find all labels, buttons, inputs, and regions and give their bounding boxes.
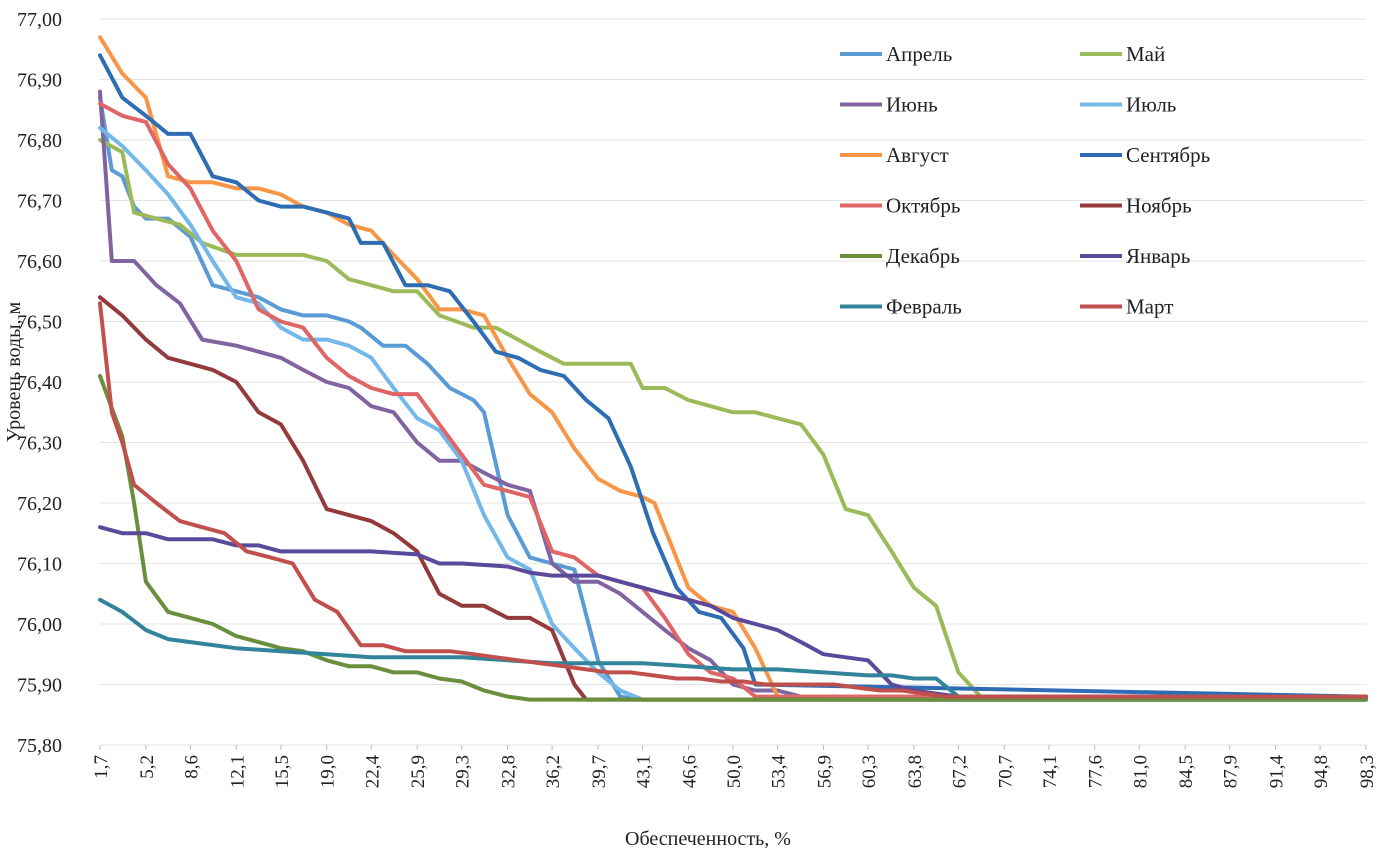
x-axis-ticks: 1,7 5,2 8,6 12,1 15,5 19,0 22,4 25,9 29,3 32,8 36,… <box>91 745 1378 788</box>
x-tick-label: 84,5 <box>1176 755 1197 788</box>
legend-label: Октябрь <box>886 194 960 218</box>
x-tick-label: 46,6 <box>679 755 700 788</box>
legend: Апрель Май Июнь Июль Август Сентябрь Октябрь Но… <box>840 42 1210 319</box>
legend-item: Май <box>1080 42 1165 66</box>
legend-item: Декабрь <box>840 244 960 268</box>
legend-item: Октябрь <box>840 194 960 218</box>
y-tick-label: 75,90 <box>17 675 62 697</box>
x-tick-label: 87,9 <box>1221 755 1242 788</box>
x-tick-label: 50,0 <box>724 755 745 788</box>
x-tick-label: 12,1 <box>227 755 248 788</box>
legend-item: Апрель <box>840 42 952 66</box>
y-tick-label: 75,80 <box>17 735 62 757</box>
series-line-12 <box>98 301 1368 699</box>
y-tick-label: 76,60 <box>17 251 62 273</box>
x-tick-label: 74,1 <box>1040 755 1061 788</box>
series-line-6 <box>98 53 1368 699</box>
legend-label: Январь <box>1126 244 1190 268</box>
x-tick-label: 1,7 <box>91 755 112 779</box>
x-tick-label: 22,4 <box>362 755 383 789</box>
y-tick-label: 76,50 <box>17 312 62 334</box>
y-axis-ticks: 75,80 75,90 76,00 76,10 76,20 76,30 76,40 76,50… <box>17 9 62 757</box>
series-line-7 <box>98 101 1368 699</box>
y-tick-label: 76,90 <box>17 70 62 92</box>
y-tick-label: 76,00 <box>17 614 62 636</box>
y-tick-label: 76,30 <box>17 433 62 455</box>
y-tick-label: 76,40 <box>17 372 62 394</box>
x-tick-label: 25,9 <box>408 755 429 788</box>
x-tick-label: 29,3 <box>453 755 474 788</box>
legend-label: Август <box>886 143 949 167</box>
legend-label: Март <box>1126 295 1173 319</box>
x-tick-label: 63,8 <box>905 755 926 788</box>
x-tick-label: 94,8 <box>1311 755 1332 788</box>
x-tick-label: 19,0 <box>318 755 339 788</box>
x-tick-label: 70,7 <box>995 755 1016 788</box>
series-lines <box>98 35 1368 702</box>
x-tick-label: 43,1 <box>634 755 655 788</box>
x-tick-label: 81,0 <box>1130 755 1151 788</box>
legend-item: Март <box>1080 295 1173 319</box>
legend-label: Декабрь <box>886 244 960 268</box>
legend-item: Январь <box>1080 244 1190 268</box>
series-line-5 <box>98 35 1368 699</box>
x-tick-label: 15,5 <box>272 755 293 788</box>
legend-label: Апрель <box>886 42 952 66</box>
series-line-10 <box>98 525 1368 699</box>
legend-item: Февраль <box>840 295 962 319</box>
y-tick-label: 76,20 <box>17 493 62 515</box>
legend-item: Июнь <box>840 93 938 117</box>
x-tick-label: 8,6 <box>181 755 202 779</box>
legend-label: Сентябрь <box>1126 143 1210 167</box>
series-line-8 <box>98 295 1368 702</box>
legend-label: Ноябрь <box>1126 194 1192 218</box>
legend-label: Май <box>1126 42 1165 66</box>
legend-label: Июль <box>1126 93 1176 117</box>
y-tick-label: 76,70 <box>17 191 62 213</box>
x-tick-label: 53,4 <box>769 755 790 789</box>
legend-item: Ноябрь <box>1080 194 1192 218</box>
legend-item: Сентябрь <box>1080 143 1210 167</box>
x-tick-label: 5,2 <box>137 755 158 779</box>
y-tick-label: 77,00 <box>17 9 62 31</box>
legend-label: Февраль <box>886 295 962 319</box>
series-line-3 <box>98 89 1368 702</box>
y-tick-label: 76,10 <box>17 554 62 576</box>
x-tick-label: 91,4 <box>1267 755 1288 789</box>
x-tick-label: 32,8 <box>499 755 520 788</box>
legend-item: Август <box>840 143 949 167</box>
legend-item: Июль <box>1080 93 1176 117</box>
series-line-2 <box>98 138 1368 699</box>
x-tick-label: 67,2 <box>949 755 970 788</box>
x-tick-label: 77,6 <box>1086 755 1107 788</box>
gridlines <box>100 18 1366 746</box>
x-tick-label: 56,9 <box>814 755 835 788</box>
x-tick-label: 98,3 <box>1357 755 1378 788</box>
series-line-1 <box>98 95 1368 702</box>
x-tick-label: 60,3 <box>859 755 880 788</box>
x-tick-label: 36,2 <box>543 755 564 788</box>
x-axis-title: Обеспеченность, % <box>625 828 791 850</box>
legend-label: Июнь <box>886 93 938 117</box>
y-tick-label: 76,80 <box>17 130 62 152</box>
series-line-9 <box>98 374 1368 702</box>
series-line-4 <box>98 125 1368 702</box>
x-tick-label: 39,7 <box>589 755 610 788</box>
y-axis-title: Уровень воды, м <box>3 301 25 442</box>
